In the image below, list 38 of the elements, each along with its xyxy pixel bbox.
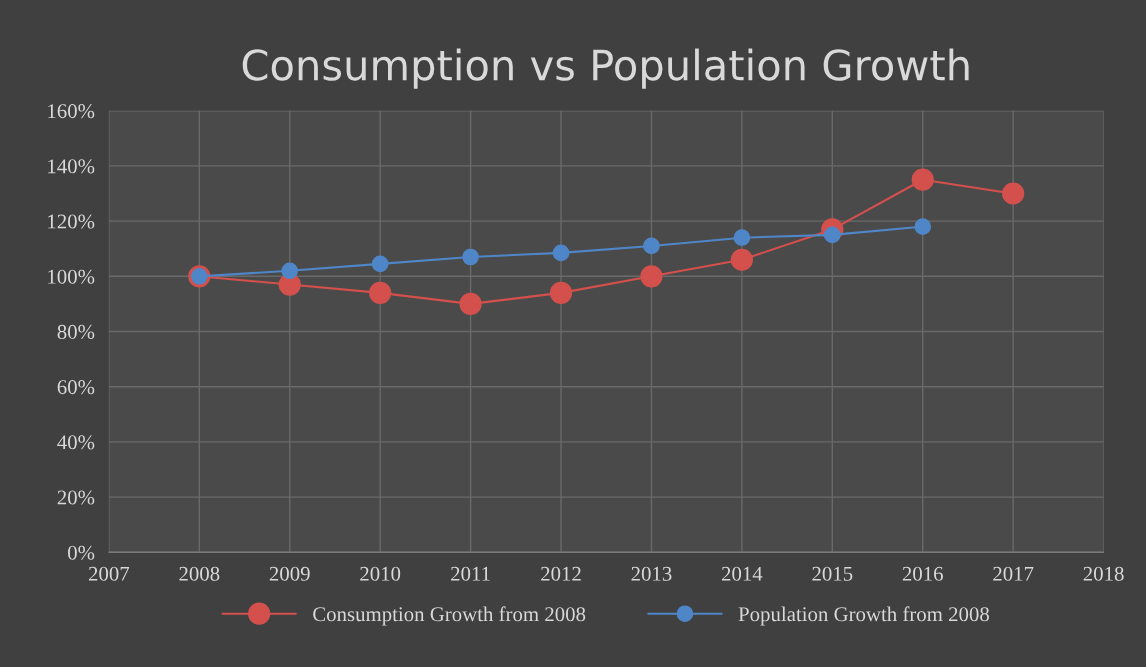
y-tick-label: 0% (68, 545, 95, 560)
y-tick-label: 120% (48, 214, 95, 229)
point (459, 292, 482, 316)
x-tick-label: 2015 (812, 566, 853, 581)
x-tick-label: 2016 (902, 566, 943, 581)
chart-title: Consumption vs Population Growth (242, 48, 969, 89)
point (552, 244, 570, 262)
x-tick-label: 2017 (993, 566, 1034, 581)
x-tick-label: 2018 (1083, 566, 1124, 581)
y-tick-label: 100% (48, 269, 95, 284)
point (371, 255, 389, 273)
point (733, 229, 751, 247)
y-tick-label: 40% (57, 435, 95, 450)
x-tick-label: 2007 (88, 566, 130, 581)
point (643, 237, 660, 255)
x-tick-label: 2012 (541, 566, 581, 581)
x-tick-label: 2009 (269, 566, 310, 581)
x-tick-label: 2010 (360, 566, 401, 581)
point (730, 248, 753, 271)
point (1002, 182, 1025, 205)
y-tick-label: 160% (48, 104, 95, 119)
legend-label: Population Growth from 2008 (738, 606, 989, 626)
y-tick-label: 60% (57, 380, 95, 395)
x-tick-label: 2014 (721, 566, 763, 581)
y-tick-label: 140% (48, 159, 95, 174)
x-tick-label: 2011 (451, 566, 490, 581)
point (911, 168, 934, 191)
x-tick-label: 2013 (631, 566, 672, 581)
legend-label: Consumption Growth from 2008 (313, 606, 586, 626)
point (640, 265, 663, 288)
y-tick-label: 80% (57, 324, 95, 339)
point (281, 262, 299, 280)
point (462, 248, 479, 266)
point (549, 281, 573, 304)
point (914, 218, 932, 235)
x-tick-label: 2008 (179, 566, 220, 581)
y-tick-label: 20% (57, 490, 95, 505)
point (369, 281, 392, 304)
